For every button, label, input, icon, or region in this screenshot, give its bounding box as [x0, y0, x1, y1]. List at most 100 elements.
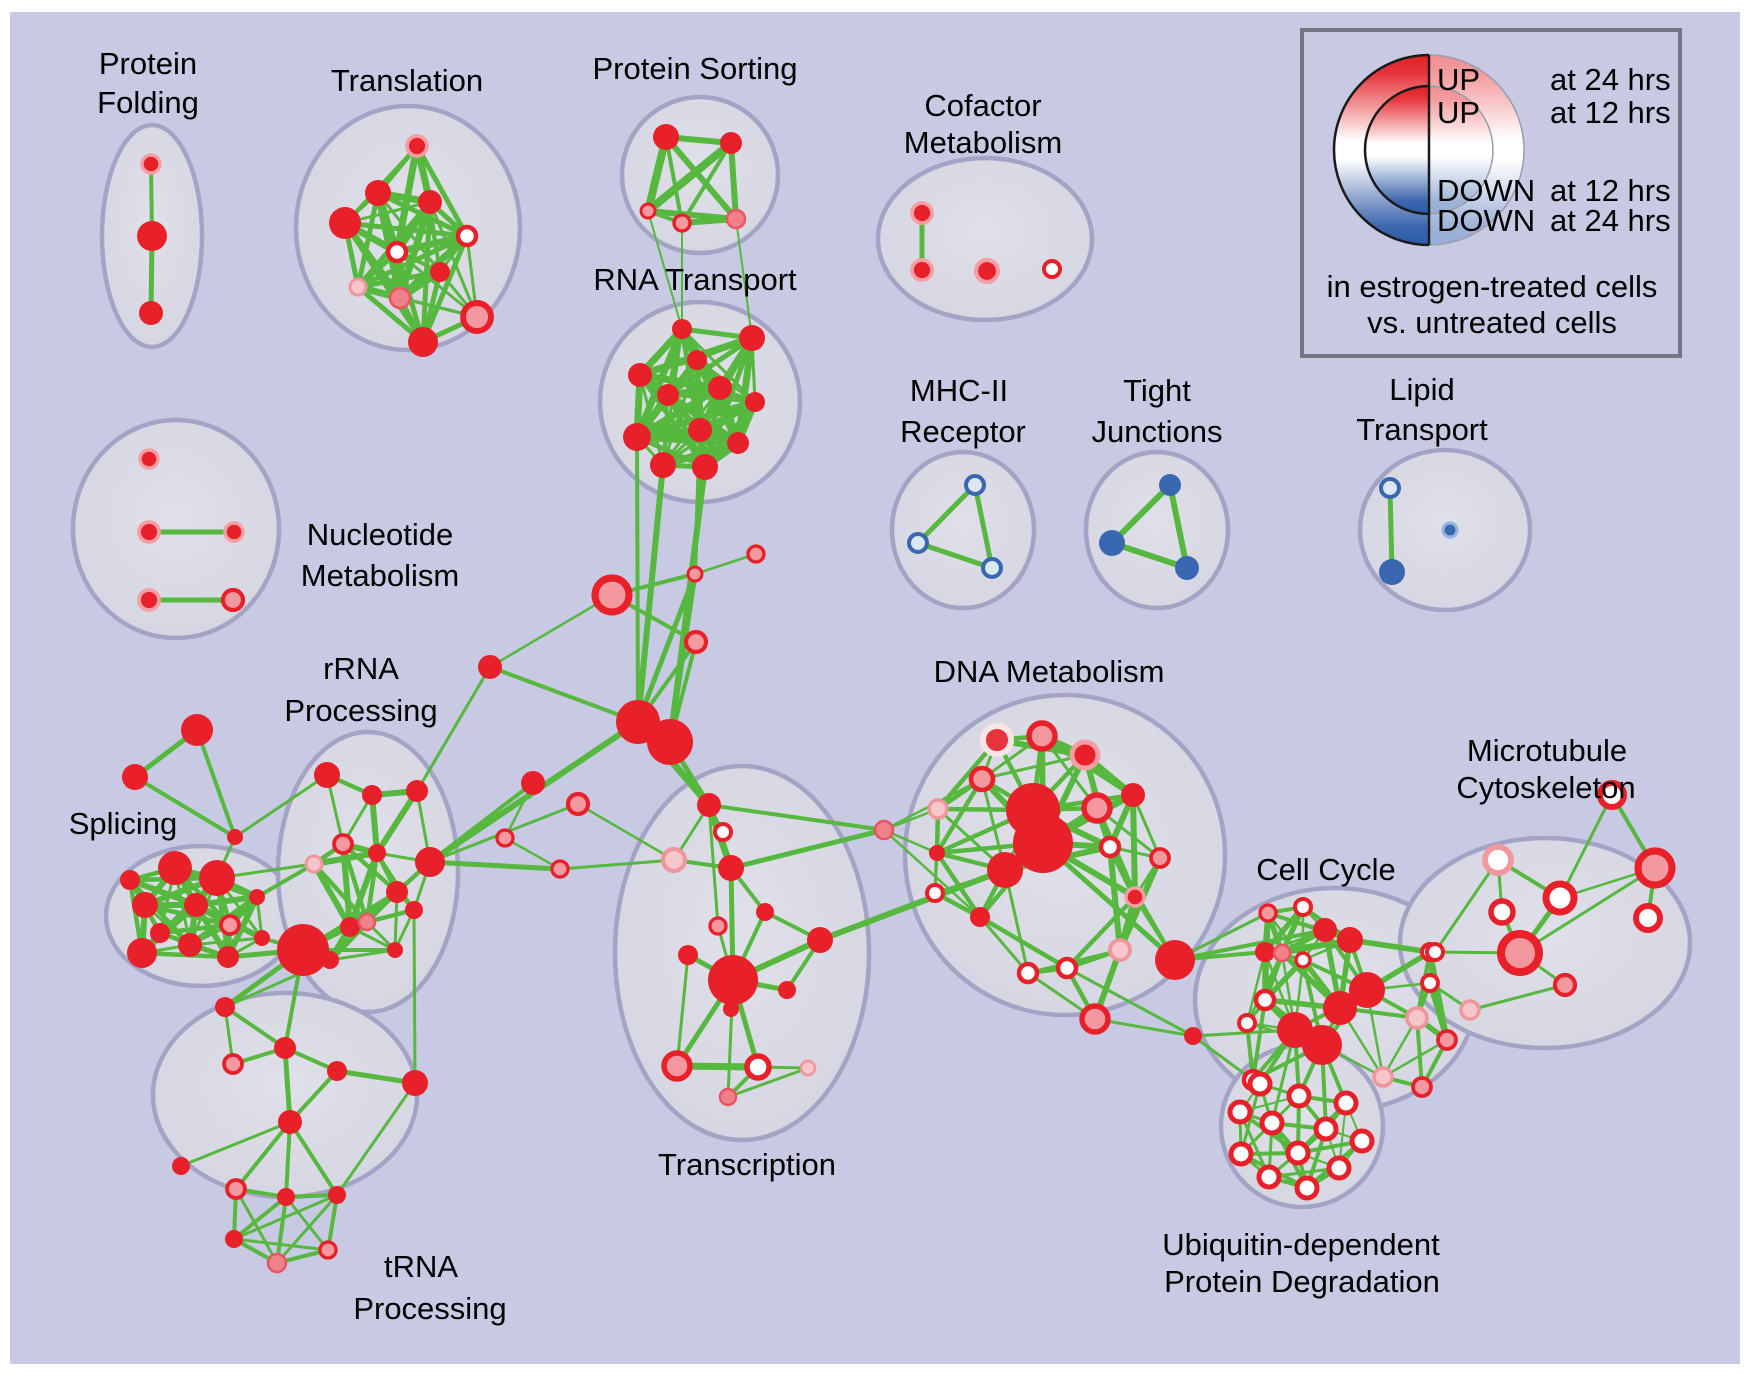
edge [633, 384, 724, 441]
edge [1107, 844, 1123, 953]
edge [977, 914, 1070, 971]
gene-node [1441, 521, 1459, 539]
gene-node [672, 319, 692, 339]
edge [374, 788, 420, 856]
edge [1433, 858, 1500, 954]
gene-node [739, 325, 765, 351]
edge [664, 135, 684, 225]
edge [284, 1195, 330, 1252]
gene-node [639, 202, 657, 220]
gene-node [254, 930, 270, 946]
edge [127, 877, 193, 948]
gene-node [120, 870, 140, 890]
gene-node [973, 257, 1001, 285]
edge [980, 753, 1087, 781]
edge [1558, 793, 1614, 900]
gene-node [906, 531, 930, 555]
gene-node [650, 452, 676, 478]
edge [728, 140, 739, 222]
edge [195, 728, 237, 839]
edge [663, 134, 739, 222]
edge [275, 1193, 339, 1265]
edge [223, 1005, 287, 1050]
edge [728, 827, 887, 871]
legend-entry-direction-3: DOWN [1437, 203, 1535, 238]
gene-node [140, 153, 162, 175]
edge [284, 1120, 292, 1199]
gene-node [970, 907, 990, 927]
gene-node [1098, 835, 1122, 859]
gene-node [415, 847, 445, 877]
gene-node [362, 785, 382, 805]
gene-node-connector [873, 819, 895, 841]
cluster-label-cofactor-metabolism: Metabolism [904, 125, 1063, 160]
edge [232, 1237, 330, 1252]
gene-node [405, 901, 423, 919]
gene-node [697, 793, 721, 817]
cluster-label-tight-junctions: Tight [1123, 373, 1191, 408]
edge [707, 803, 886, 832]
edge [355, 190, 381, 290]
edge [1109, 482, 1173, 546]
gene-node [1597, 780, 1627, 810]
cluster-label-dna-metabolism: DNA Metabolism [934, 654, 1165, 689]
edge [702, 335, 755, 470]
gene-node [718, 1087, 738, 1107]
cluster-label-rrna-processing: Processing [284, 693, 437, 728]
legend-entry-time-2: at 12 hrs [1550, 173, 1671, 208]
gene-node [1542, 880, 1578, 916]
edge [342, 220, 470, 239]
gene-node [406, 780, 428, 802]
edge [1468, 983, 1567, 1012]
gene-node [1099, 530, 1125, 556]
gene-node [1227, 1099, 1253, 1125]
gene-node [550, 859, 570, 879]
edge [693, 552, 758, 576]
legend-entry-direction-0: UP [1437, 62, 1480, 97]
legend-outer-left-arc [1332, 53, 1430, 247]
gene-node [660, 846, 688, 874]
gene-node [215, 997, 235, 1017]
gene-node [980, 723, 1014, 757]
edge [255, 862, 316, 899]
gene-node [184, 893, 208, 917]
edge [726, 1066, 810, 1099]
gene-node [217, 946, 239, 968]
edge [1173, 928, 1327, 962]
legend-entry-direction-1: UP [1437, 95, 1480, 130]
gene-node [225, 1178, 247, 1200]
gene-node [1026, 720, 1058, 752]
gene-node [408, 327, 438, 357]
edge [288, 1120, 339, 1197]
legend-entry-direction-2: DOWN [1437, 173, 1535, 208]
gene-node [1349, 972, 1385, 1008]
legend: UP at 24 hrs UP at 12 hrs DOWN at 12 hrs DOWN a… [1300, 28, 1682, 358]
gene-node [623, 423, 651, 451]
gene-node [1237, 1013, 1257, 1033]
gene-node [1285, 1140, 1311, 1166]
cluster-label-lipid-transport: Lipid [1389, 372, 1455, 407]
gene-node [1042, 259, 1062, 279]
gene-node [1378, 476, 1402, 500]
cluster-label-transcription: Transcription [658, 1147, 836, 1182]
gene-node [1634, 847, 1676, 889]
gene-node [778, 981, 796, 999]
cluster-ellipse-cofactor-metabolism [875, 155, 1095, 323]
edge [347, 850, 380, 930]
cluster-label-ubiquitin-dependent-protein-degradation: Ubiquitin-dependent [1162, 1227, 1440, 1262]
gene-node [385, 240, 409, 264]
edge [232, 1195, 288, 1241]
network-nodes [120, 124, 1676, 1274]
legend-caption-line-0: in estrogen-treated cells [1327, 269, 1658, 304]
gene-node [460, 300, 494, 334]
edge [1130, 792, 1138, 900]
gene-node [219, 914, 241, 936]
cluster-ellipse-trna-processing [150, 990, 420, 1200]
edge [355, 233, 470, 290]
edge [275, 1195, 288, 1265]
gene-node [402, 1070, 428, 1096]
edge [647, 210, 683, 330]
edge [232, 1193, 339, 1241]
gene-node [678, 945, 698, 965]
